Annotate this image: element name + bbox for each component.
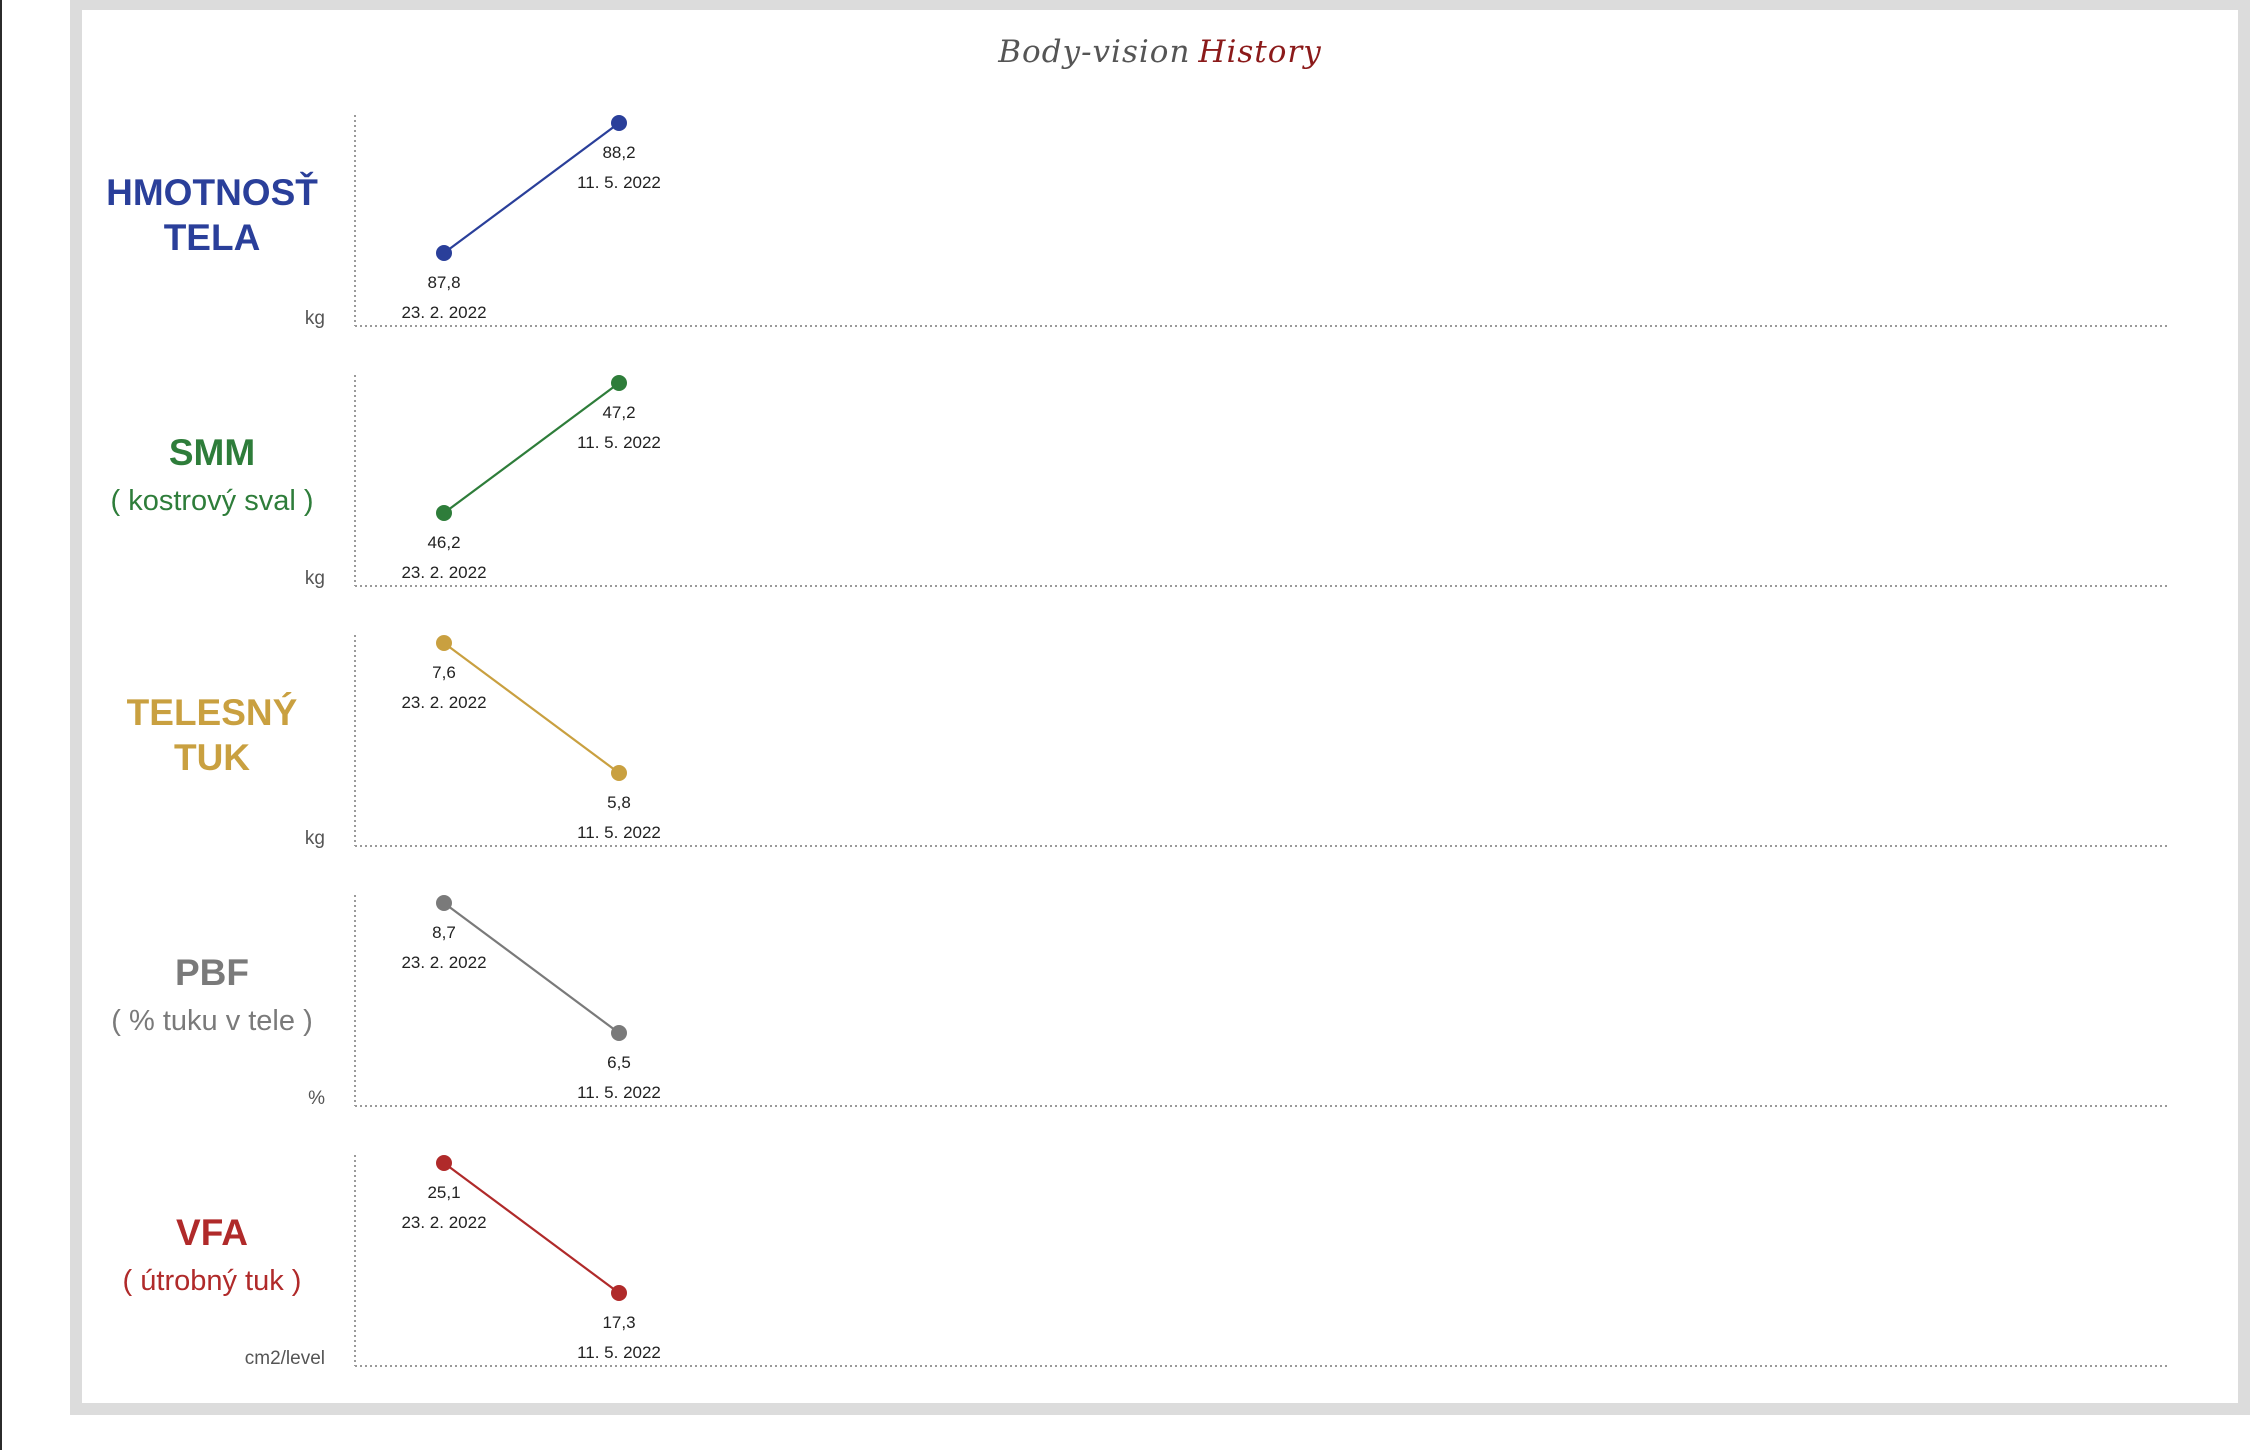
data-point: [611, 1025, 627, 1041]
metric-label-line: ( % tuku v tele ): [111, 1005, 312, 1037]
unit-label: kg: [305, 568, 325, 589]
unit-label: kg: [305, 828, 325, 849]
data-date-label: 11. 5. 2022: [577, 823, 661, 842]
report-frame: Body-vision History kg HMOTNOSŤ TELA 87,8 23.…: [70, 0, 2250, 1415]
metric-label-line: TUK: [174, 737, 250, 778]
series-line: [443, 122, 620, 254]
metric-label-line: SMM: [169, 432, 255, 473]
data-value-label: 8,7: [432, 923, 456, 942]
data-point: [611, 1285, 627, 1301]
data-value-label: 87,8: [427, 273, 460, 292]
title-part-1: Body-vision: [998, 34, 1191, 70]
data-date-label: 23. 2. 2022: [401, 1213, 486, 1232]
data-point: [436, 635, 452, 651]
data-date-label: 23. 2. 2022: [401, 563, 486, 582]
data-value-label: 6,5: [607, 1053, 631, 1072]
unit-label: %: [308, 1088, 325, 1109]
data-point: [436, 245, 452, 261]
data-value-label: 25,1: [427, 1183, 460, 1202]
data-date-label: 23. 2. 2022: [401, 693, 486, 712]
series-line: [443, 382, 620, 514]
title-part-2: History: [1198, 34, 1322, 70]
data-point: [611, 115, 627, 131]
data-value-label: 5,8: [607, 793, 631, 812]
series-line: [443, 642, 620, 774]
data-point: [436, 895, 452, 911]
data-date-label: 11. 5. 2022: [577, 1343, 661, 1362]
data-value-label: 17,3: [602, 1313, 635, 1332]
metric-label-line: VFA: [176, 1212, 248, 1253]
series-line: [443, 902, 620, 1034]
data-date-label: 23. 2. 2022: [401, 303, 486, 322]
metric-label-line: ( kostrový sval ): [110, 485, 313, 517]
data-value-label: 88,2: [602, 143, 635, 162]
data-date-label: 11. 5. 2022: [577, 1083, 661, 1102]
data-value-label: 47,2: [602, 403, 635, 422]
data-point: [436, 1155, 452, 1171]
data-date-label: 23. 2. 2022: [401, 953, 486, 972]
data-point: [611, 765, 627, 781]
unit-label: kg: [305, 308, 325, 329]
data-value-label: 46,2: [427, 533, 460, 552]
report-card: Body-vision History kg HMOTNOSŤ TELA 87,8 23.…: [82, 10, 2238, 1403]
series-line: [443, 1162, 620, 1294]
metric-label-line: TELA: [164, 217, 261, 258]
metric-label-line: TELESNÝ: [127, 692, 298, 733]
data-date-label: 11. 5. 2022: [577, 433, 661, 452]
metric-label-line: HMOTNOSŤ: [106, 171, 318, 213]
window-left-edge: [0, 0, 2, 1450]
data-point: [436, 505, 452, 521]
metric-label-line: ( útrobný tuk ): [123, 1265, 302, 1297]
data-value-label: 7,6: [432, 663, 456, 682]
page-title: Body-vision History: [82, 34, 2238, 70]
metric-label-line: PBF: [175, 952, 249, 993]
data-date-label: 11. 5. 2022: [577, 173, 661, 192]
data-point: [611, 375, 627, 391]
unit-label: cm2/level: [245, 1348, 325, 1369]
